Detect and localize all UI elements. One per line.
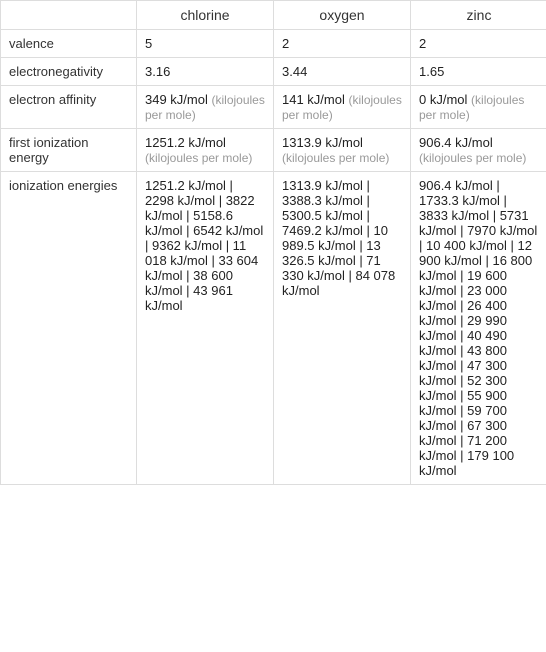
row-label-electronegativity: electronegativity — [1, 58, 137, 86]
properties-table: chlorine oxygen zinc valence 5 2 2 elect… — [0, 0, 546, 485]
cell-first-ionization-zinc: 906.4 kJ/mol (kilojoules per mole) — [411, 129, 546, 172]
value-text: 1313.9 kJ/mol — [282, 135, 363, 150]
unit-text: (kilojoules per mole) — [419, 151, 526, 165]
unit-text: (kilojoules per mole) — [282, 151, 389, 165]
table-row: ionization energies 1251.2 kJ/mol | 2298… — [1, 172, 546, 485]
value-text: 141 kJ/mol — [282, 92, 345, 107]
corner-cell — [1, 1, 137, 30]
table-row: valence 5 2 2 — [1, 30, 546, 58]
value-text: 906.4 kJ/mol — [419, 135, 493, 150]
cell-electron-affinity-zinc: 0 kJ/mol (kilojoules per mole) — [411, 86, 546, 129]
row-label-valence: valence — [1, 30, 137, 58]
cell-electronegativity-chlorine: 3.16 — [137, 58, 274, 86]
value-text: 349 kJ/mol — [145, 92, 208, 107]
cell-valence-oxygen: 2 — [274, 30, 411, 58]
header-row: chlorine oxygen zinc — [1, 1, 546, 30]
table-row: first ionization energy 1251.2 kJ/mol (k… — [1, 129, 546, 172]
table-row: electron affinity 349 kJ/mol (kilojoules… — [1, 86, 546, 129]
row-label-electron-affinity: electron affinity — [1, 86, 137, 129]
value-text: 1251.2 kJ/mol — [145, 135, 226, 150]
cell-first-ionization-oxygen: 1313.9 kJ/mol (kilojoules per mole) — [274, 129, 411, 172]
cell-ionization-energies-oxygen: 1313.9 kJ/mol | 3388.3 kJ/mol | 5300.5 k… — [274, 172, 411, 485]
cell-electron-affinity-oxygen: 141 kJ/mol (kilojoules per mole) — [274, 86, 411, 129]
cell-first-ionization-chlorine: 1251.2 kJ/mol (kilojoules per mole) — [137, 129, 274, 172]
cell-electron-affinity-chlorine: 349 kJ/mol (kilojoules per mole) — [137, 86, 274, 129]
row-label-first-ionization: first ionization energy — [1, 129, 137, 172]
cell-electronegativity-zinc: 1.65 — [411, 58, 546, 86]
cell-ionization-energies-chlorine: 1251.2 kJ/mol | 2298 kJ/mol | 3822 kJ/mo… — [137, 172, 274, 485]
cell-electronegativity-oxygen: 3.44 — [274, 58, 411, 86]
unit-text: (kilojoules per mole) — [145, 151, 252, 165]
value-text: 0 kJ/mol — [419, 92, 467, 107]
column-header-oxygen: oxygen — [274, 1, 411, 30]
cell-ionization-energies-zinc: 906.4 kJ/mol | 1733.3 kJ/mol | 3833 kJ/m… — [411, 172, 546, 485]
column-header-zinc: zinc — [411, 1, 546, 30]
cell-valence-zinc: 2 — [411, 30, 546, 58]
column-header-chlorine: chlorine — [137, 1, 274, 30]
table-row: electronegativity 3.16 3.44 1.65 — [1, 58, 546, 86]
cell-valence-chlorine: 5 — [137, 30, 274, 58]
row-label-ionization-energies: ionization energies — [1, 172, 137, 485]
